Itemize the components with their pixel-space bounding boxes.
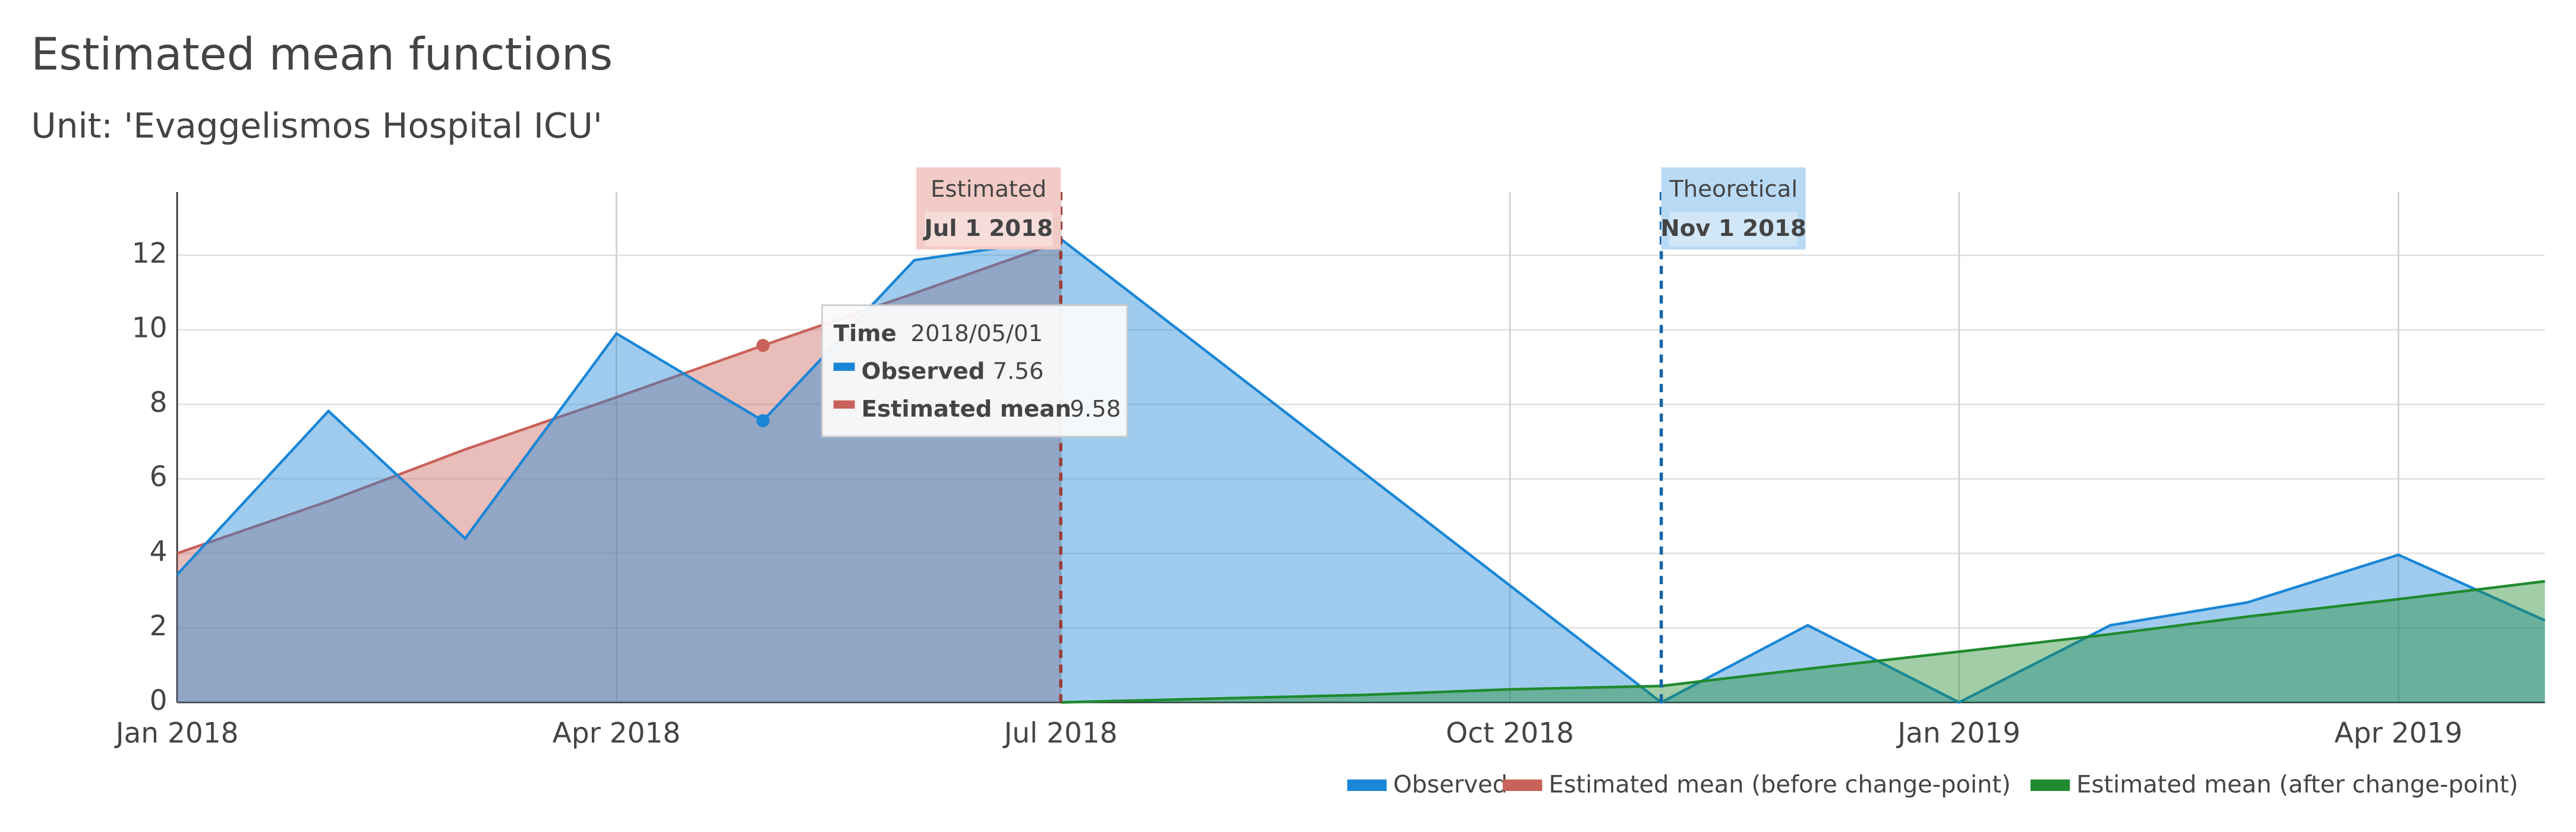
annotation-label: Estimated	[931, 176, 1046, 203]
x-tick-label: Jul 2018	[1002, 717, 1118, 750]
legend-label[interactable]: Estimated mean (before change-point)	[1549, 771, 2011, 799]
tooltip-swatch	[833, 363, 855, 371]
annotation-date: Nov 1 2018	[1660, 215, 1806, 242]
legend-swatch[interactable]	[2030, 779, 2070, 791]
area	[1061, 581, 2545, 702]
x-tick-label: Jan 2018	[114, 717, 239, 750]
annotation-date-bg	[1669, 212, 1798, 247]
x-tick-label: Apr 2018	[553, 717, 681, 750]
y-tick-label: 0	[150, 684, 168, 717]
tooltip-label: Estimated mean	[862, 396, 1071, 423]
tooltip-value: 9.58	[1070, 396, 1121, 423]
hover-marker	[756, 339, 770, 352]
annotation-box	[1661, 167, 1806, 250]
chart-title: Estimated mean functions	[31, 29, 613, 80]
y-tick-label: 10	[132, 312, 168, 345]
line	[176, 237, 2546, 704]
tooltip-box	[821, 304, 1128, 437]
tooltip-value: 7.56	[992, 358, 1043, 385]
tooltip-swatch	[833, 400, 855, 409]
y-tick-label: 4	[150, 535, 168, 568]
annotation-date: Jul 1 2018	[922, 215, 1052, 242]
hover-marker	[756, 414, 770, 428]
y-tick-label: 6	[150, 461, 168, 493]
chart-subtitle: Unit: 'Evaggelismos Hospital ICU'	[31, 105, 602, 146]
annotation-box	[916, 167, 1061, 250]
tooltip-label: Observed	[862, 358, 985, 385]
y-tick-label: 8	[150, 386, 168, 419]
tooltip-time: 2018/05/01	[910, 320, 1043, 347]
annotation-label: Theoretical	[1669, 176, 1798, 203]
annotation-date-bg	[924, 212, 1053, 247]
x-tick-label: Oct 2018	[1446, 717, 1574, 750]
area	[177, 239, 2545, 702]
x-tick-label: Jan 2019	[1896, 717, 2020, 750]
tooltip-title: Time	[834, 320, 897, 347]
x-tick-label: Apr 2019	[2334, 717, 2463, 750]
legend-label[interactable]: Estimated mean (after change-point)	[2076, 771, 2518, 799]
line	[1061, 579, 2545, 704]
legend-swatch[interactable]	[1502, 779, 1543, 791]
y-tick-label: 2	[150, 610, 168, 642]
line	[176, 240, 1061, 555]
y-tick-label: 12	[132, 237, 168, 270]
legend-swatch[interactable]	[1347, 779, 1387, 791]
legend-label[interactable]: Observed	[1393, 771, 1508, 799]
